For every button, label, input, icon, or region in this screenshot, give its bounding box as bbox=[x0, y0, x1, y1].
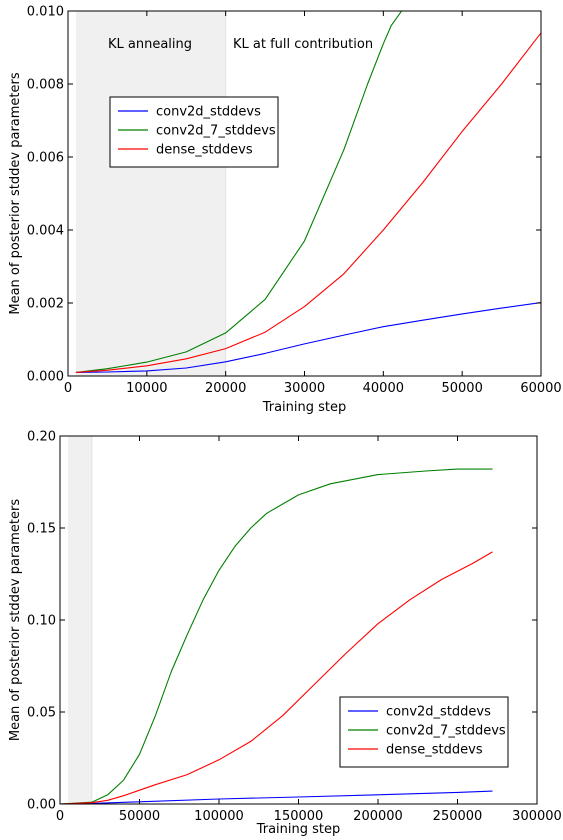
series-line-conv2d-7-stddevs bbox=[60, 468, 493, 804]
series-line-dense-stddevs bbox=[75, 32, 541, 373]
legend-entry-label: conv2d_7_stddevs bbox=[156, 124, 276, 139]
x-tick-label: 50000 bbox=[441, 381, 482, 396]
y-tick-label: 0.15 bbox=[27, 522, 56, 537]
legend: conv2d_stddevs conv2d_7_stddevs dense_stdd… bbox=[109, 96, 279, 168]
legend-entry-label: conv2d_stddevs bbox=[386, 705, 491, 720]
y-axis-label: Mean of posterior stddev parameters bbox=[8, 72, 23, 315]
x-tick-label: 250000 bbox=[433, 809, 483, 824]
x-tick-label: 150000 bbox=[274, 809, 324, 824]
annotation-text: KL annealing bbox=[108, 37, 192, 52]
series-line-conv2d-stddevs bbox=[75, 302, 541, 373]
legend: conv2d_stddevs conv2d_7_stddevs dense_stdd… bbox=[339, 696, 509, 768]
chart-2: 0 50000 100000 150000 200000 250000 300000 0.00… bbox=[8, 430, 562, 838]
chart-1: 0 10000 20000 30000 40000 50000 60000 0.000 0.00… bbox=[8, 5, 562, 416]
y-axis-label: Mean of posterior stddev parameters bbox=[8, 499, 23, 742]
x-tick-label: 60000 bbox=[520, 381, 561, 396]
y-tick-label: 0.002 bbox=[27, 297, 64, 312]
y-tick-label: 0.008 bbox=[27, 78, 64, 93]
y-tick-label: 0.000 bbox=[27, 370, 64, 385]
x-tick-label: 300000 bbox=[512, 809, 562, 824]
legend-entry-label: conv2d_stddevs bbox=[156, 105, 261, 120]
x-axis-label: Training step bbox=[256, 822, 341, 837]
annotation-text: KL at full contribution bbox=[233, 37, 373, 52]
x-tick-label: 100000 bbox=[194, 809, 244, 824]
x-tick-label: 20000 bbox=[205, 381, 246, 396]
x-tick-label: 10000 bbox=[126, 381, 167, 396]
shaded-region bbox=[75, 11, 226, 376]
shaded-region bbox=[67, 436, 92, 804]
x-tick-label: 40000 bbox=[363, 381, 404, 396]
series-line-dense-stddevs bbox=[60, 551, 493, 804]
legend-box bbox=[339, 696, 509, 768]
y-tick-label: 0.10 bbox=[27, 614, 56, 629]
y-tick-label: 0.004 bbox=[27, 224, 64, 239]
y-tick-label: 0.006 bbox=[27, 151, 64, 166]
x-tick-label: 30000 bbox=[284, 381, 325, 396]
y-tick-label: 0.20 bbox=[27, 430, 56, 445]
y-tick-label: 0.010 bbox=[27, 5, 64, 20]
legend-entry-label: dense_stddevs bbox=[386, 743, 483, 758]
x-axis-label: Training step bbox=[262, 400, 347, 415]
series-line-conv2d-7-stddevs bbox=[75, 11, 402, 373]
x-tick-label: 200000 bbox=[353, 809, 403, 824]
legend-entry-label: conv2d_7_stddevs bbox=[386, 724, 506, 739]
x-tick-label: 0 bbox=[64, 381, 72, 396]
legend-box bbox=[109, 96, 279, 168]
legend-entry-label: dense_stddevs bbox=[156, 143, 253, 158]
x-tick-label: 0 bbox=[56, 809, 64, 824]
series-line-conv2d-stddevs bbox=[60, 790, 493, 804]
x-tick-label: 50000 bbox=[119, 809, 160, 824]
y-tick-label: 0.05 bbox=[27, 706, 56, 721]
y-tick-label: 0.00 bbox=[27, 798, 56, 813]
